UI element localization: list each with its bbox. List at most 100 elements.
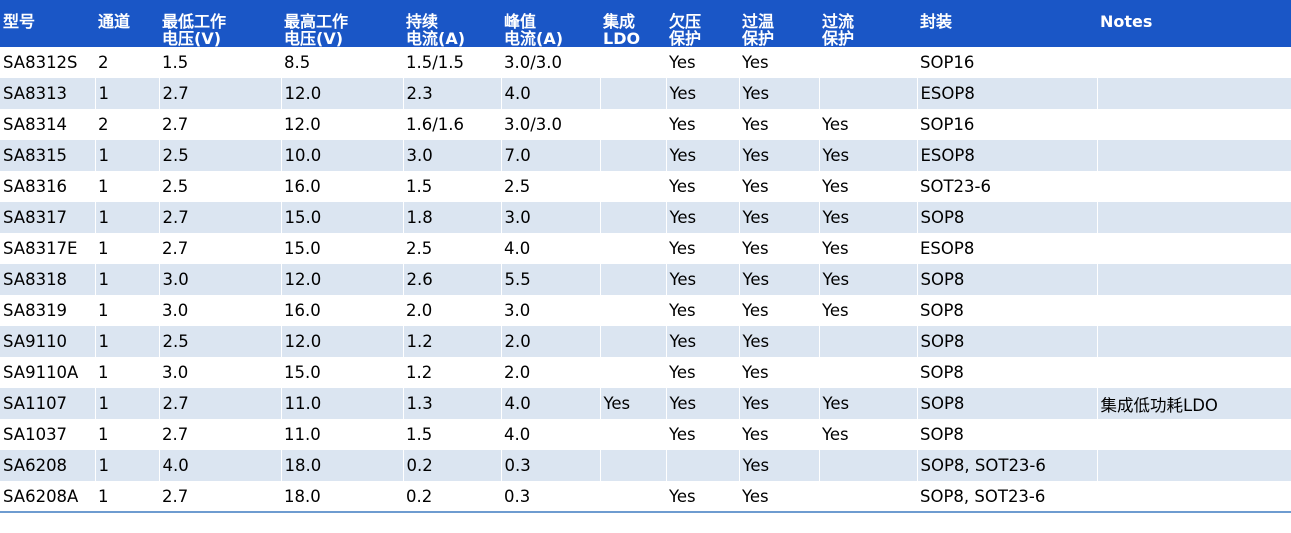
table-cell: 2.5 bbox=[159, 140, 282, 171]
table-cell: Yes bbox=[742, 239, 769, 258]
table-cell: Yes bbox=[669, 115, 696, 134]
table-cell: Yes bbox=[669, 239, 696, 258]
table-row: SA6208A 1 2.7 18.0 0.2 0.3 Yes Yes SOP8, SOT23-6 bbox=[0, 481, 1291, 512]
table-cell: 4.0 bbox=[159, 450, 282, 481]
table-cell: Yes bbox=[742, 115, 769, 134]
table-cell: 1.2 bbox=[406, 363, 433, 382]
model-cell: SA6208A bbox=[3, 486, 79, 506]
table-cell: 1 bbox=[98, 177, 109, 196]
table-cell: 2.5 bbox=[504, 177, 531, 196]
table-cell: 1.5 bbox=[162, 53, 189, 72]
table-cell: Yes bbox=[819, 264, 918, 295]
table-cell: 4.0 bbox=[501, 78, 601, 109]
table-cell bbox=[600, 326, 667, 357]
table-cell: 2 bbox=[98, 53, 109, 72]
table-cell: 1.5 bbox=[406, 425, 433, 444]
table-cell: 2 bbox=[98, 115, 109, 134]
header-cell: 欠压 保护 bbox=[666, 0, 739, 47]
table-row: SA1037 1 2.7 11.0 1.5 4.0 Yes Yes Yes SOP8 bbox=[0, 419, 1291, 450]
table-cell bbox=[1097, 419, 1291, 450]
header-cell: 过流 保护 bbox=[819, 0, 917, 47]
table-cell bbox=[819, 47, 917, 78]
table-cell: 16.0 bbox=[284, 301, 321, 320]
table-row: SA8318 1 3.0 12.0 2.6 5.5 Yes Yes Yes SOP8 bbox=[0, 264, 1291, 295]
table-row: SA8312S 2 1.5 8.5 1.5/1.5 3.0/3.0 Yes Yes SOP16 bbox=[0, 47, 1291, 78]
table-cell: Yes bbox=[819, 202, 918, 233]
table-cell bbox=[600, 109, 666, 140]
table-cell: SOP8, SOT23-6 bbox=[917, 450, 1098, 481]
table-cell: 2.0 bbox=[501, 326, 601, 357]
header-cell: 封装 bbox=[917, 0, 1097, 47]
table-cell: Yes bbox=[742, 486, 769, 506]
table-cell: SOP16 bbox=[920, 115, 975, 134]
table-cell bbox=[666, 450, 740, 481]
table-row: SA8313 1 2.7 12.0 2.3 4.0 Yes Yes ESOP8 bbox=[0, 78, 1291, 109]
table-cell: Yes bbox=[742, 363, 769, 382]
table-cell: ESOP8 bbox=[917, 78, 1098, 109]
table-cell: Yes bbox=[669, 53, 696, 72]
table-cell: Yes bbox=[739, 450, 820, 481]
table-row: SA8316 1 2.5 16.0 1.5 2.5 Yes Yes Yes SOT23-6 bbox=[0, 171, 1291, 202]
table-cell bbox=[819, 78, 918, 109]
model-cell: SA1037 bbox=[3, 425, 68, 444]
table-cell: 1 bbox=[95, 326, 160, 357]
table-cell: 集成低功耗LDO bbox=[1097, 388, 1291, 419]
model-cell: SA8319 bbox=[3, 301, 68, 320]
table-row: SA6208 1 4.0 18.0 0.2 0.3 Yes SOP8, SOT23-6 bbox=[0, 450, 1291, 481]
model-cell: SA8315 bbox=[0, 140, 96, 171]
table-cell: 3.0 bbox=[162, 363, 189, 382]
table-cell: 2.5 bbox=[159, 326, 282, 357]
table-cell bbox=[1097, 295, 1291, 326]
model-cell: SA6208 bbox=[0, 450, 96, 481]
table-cell bbox=[1097, 481, 1291, 512]
table-row: SA1107 1 2.7 11.0 1.3 4.0 Yes Yes Yes Yes SOP8 集成低功… bbox=[0, 388, 1291, 419]
table-cell: Yes bbox=[739, 326, 820, 357]
table-cell: 15.0 bbox=[281, 202, 404, 233]
table-cell: Yes bbox=[739, 202, 820, 233]
table-cell: 1.3 bbox=[403, 388, 502, 419]
table-cell: 4.0 bbox=[504, 425, 531, 444]
table-cell: Yes bbox=[739, 140, 820, 171]
table-cell bbox=[1097, 450, 1291, 481]
table-row: SA8317 1 2.7 15.0 1.8 3.0 Yes Yes Yes SOP8 bbox=[0, 202, 1291, 233]
table-cell bbox=[1097, 140, 1291, 171]
table-cell: SOP8 bbox=[920, 363, 964, 382]
table-cell: 2.5 bbox=[406, 239, 433, 258]
table-row: SA8314 2 2.7 12.0 1.6/1.6 3.0/3.0 Yes Yes Yes SOP… bbox=[0, 109, 1291, 140]
table-cell: 3.0/3.0 bbox=[504, 115, 563, 134]
model-cell: SA9110 bbox=[0, 326, 96, 357]
table-cell: 2.0 bbox=[504, 363, 531, 382]
table-row: SA9110A 1 3.0 15.0 1.2 2.0 Yes Yes SOP8 bbox=[0, 357, 1291, 388]
table-cell: 5.5 bbox=[501, 264, 601, 295]
table-cell bbox=[600, 450, 667, 481]
table-cell: Yes bbox=[822, 115, 849, 134]
table-cell: 2.7 bbox=[162, 425, 189, 444]
table-cell: SOP8 bbox=[917, 326, 1098, 357]
table-cell bbox=[1097, 264, 1291, 295]
table-row: SA8319 1 3.0 16.0 2.0 3.0 Yes Yes Yes SOP8 bbox=[0, 295, 1291, 326]
table-cell: 18.0 bbox=[281, 450, 404, 481]
table-cell: SOP8 bbox=[917, 388, 1098, 419]
table-cell: Yes bbox=[669, 425, 696, 444]
table-cell bbox=[819, 450, 918, 481]
table-cell: 12.0 bbox=[281, 326, 404, 357]
table-cell: Yes bbox=[666, 264, 740, 295]
table-cell: Yes bbox=[819, 388, 918, 419]
table-cell: 2.0 bbox=[406, 301, 433, 320]
table-row: SA8315 1 2.5 10.0 3.0 7.0 Yes Yes Yes ESOP8 bbox=[0, 140, 1291, 171]
table-cell bbox=[600, 47, 666, 78]
table-cell: 1 bbox=[98, 301, 109, 320]
table-cell: Yes bbox=[739, 264, 820, 295]
header-cell: 最低工作 电压(V) bbox=[159, 0, 281, 47]
table-cell: 1 bbox=[95, 264, 160, 295]
table-row: SA8317E 1 2.7 15.0 2.5 4.0 Yes Yes Yes ESOP8 bbox=[0, 233, 1291, 264]
model-cell: SA8318 bbox=[0, 264, 96, 295]
table-cell: 18.0 bbox=[284, 486, 321, 506]
header-cell: Notes bbox=[1097, 0, 1291, 47]
table-cell: ESOP8 bbox=[920, 239, 975, 258]
table-cell: 3.0/3.0 bbox=[504, 53, 563, 72]
table-cell: Yes bbox=[822, 425, 849, 444]
table-cell: SOP8 bbox=[920, 425, 964, 444]
table-cell: Yes bbox=[666, 388, 740, 419]
table-cell bbox=[1097, 78, 1291, 109]
